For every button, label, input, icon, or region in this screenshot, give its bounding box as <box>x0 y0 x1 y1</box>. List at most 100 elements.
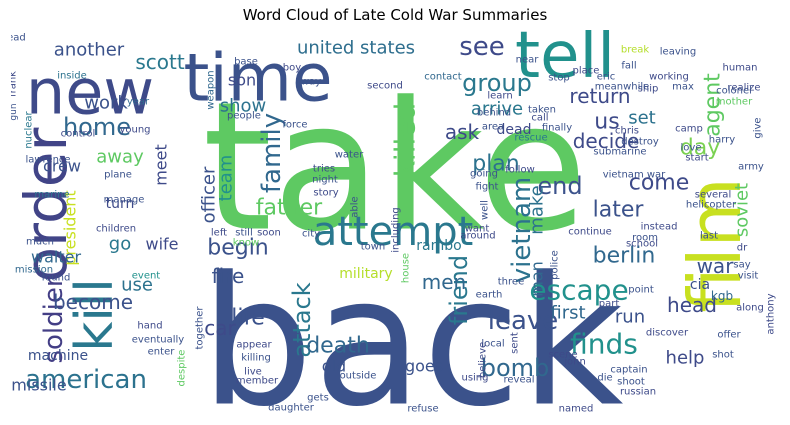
word-anthony: anthony <box>766 293 777 334</box>
word-local: local <box>481 339 504 350</box>
word-hand: hand <box>137 321 162 332</box>
word-scott: scott <box>135 50 184 74</box>
word-enter: enter <box>148 347 176 358</box>
word-plane: plane <box>104 170 132 181</box>
word-along: along <box>736 303 764 314</box>
word-meanwhile: meanwhile <box>595 82 650 93</box>
word-die: die <box>597 373 612 384</box>
word-escape: escape <box>529 274 628 307</box>
word-max: max <box>672 82 694 93</box>
word-control: control <box>61 129 96 140</box>
word-live: live <box>244 367 262 378</box>
word-realize: realize <box>727 83 760 94</box>
word-men: men <box>422 270 466 294</box>
word-plan: plan <box>472 152 520 177</box>
word-see: see <box>459 32 505 62</box>
word-found: found <box>42 273 71 284</box>
word-attack: attack <box>288 282 316 357</box>
word-run: run <box>615 307 645 328</box>
word-friend: friend <box>445 255 473 325</box>
word-lawrence: lawrence <box>25 155 70 166</box>
word-city: city <box>302 229 320 240</box>
word-killing: killing <box>241 353 271 364</box>
word-president: president <box>61 190 80 265</box>
word-nuclear: nuclear <box>24 110 35 148</box>
word-john: john <box>563 357 586 368</box>
word-berlin: berlin <box>593 244 656 269</box>
word-camp: camp <box>675 124 703 135</box>
word-fire: fire <box>212 264 245 288</box>
word-gun: gun <box>11 103 19 120</box>
word-order: order <box>12 128 80 283</box>
word-using: using <box>461 373 488 384</box>
word-place: place <box>573 66 600 77</box>
word-able: able <box>350 196 361 217</box>
word-much: much <box>26 237 54 248</box>
word-police: police <box>550 250 561 280</box>
word-car: car <box>204 316 236 340</box>
word-sent: sent <box>510 332 521 354</box>
word-start: start <box>685 153 708 164</box>
word-scene: scene <box>548 350 577 361</box>
word-area: area <box>482 122 504 133</box>
word-love: love <box>681 143 702 154</box>
word-weapon: weapon <box>206 70 217 109</box>
word-tell: tell <box>515 30 615 93</box>
word-use: use <box>121 275 153 296</box>
word-gets: gets <box>307 393 329 404</box>
word-first: first <box>550 303 585 324</box>
word-begin: begin <box>207 236 269 261</box>
word-attempt: attempt <box>313 209 474 255</box>
word-rescue: rescue <box>514 133 547 144</box>
word-behind: behind <box>477 108 511 119</box>
word-appear: appear <box>236 340 272 351</box>
word-room: room <box>632 233 658 244</box>
word-man: man <box>528 261 547 297</box>
word-house: house <box>401 253 412 283</box>
word-turn: turn <box>106 196 135 212</box>
word-ask: ask <box>445 120 480 144</box>
word-force: force <box>282 120 307 131</box>
word-base: base <box>234 57 258 68</box>
word-become: become <box>53 290 133 314</box>
word-several: several <box>695 190 731 201</box>
chart-title: Word Cloud of Late Cold War Summaries <box>242 6 548 24</box>
word-day: day <box>680 136 720 161</box>
word-us: us <box>594 110 619 135</box>
word-cia: cia <box>690 277 710 293</box>
word-around: around <box>460 231 495 242</box>
word-mother: mother <box>716 97 753 108</box>
word-make: make <box>527 185 548 234</box>
word-bomb: bomb <box>481 354 550 382</box>
word-death: death <box>306 334 370 359</box>
word-shoot: shoot <box>617 377 645 388</box>
word-harry: harry <box>709 135 736 146</box>
word-come: come <box>629 171 690 196</box>
word-russian: russian <box>620 387 656 398</box>
word-life: life <box>231 306 265 331</box>
word-agent: agent <box>701 73 726 137</box>
word-point: point <box>628 285 654 296</box>
word-rambo: rambo <box>416 238 461 254</box>
word-go: go <box>109 234 131 255</box>
word-event: event <box>132 271 161 282</box>
word-machine: machine <box>28 348 88 364</box>
word-wife: wife <box>145 235 178 254</box>
word-vietnam-war: vietnam war <box>603 170 666 181</box>
word-crew: crew <box>43 157 81 176</box>
word-break: break <box>621 45 650 56</box>
word-kill: kill <box>65 278 125 351</box>
word-work: work <box>84 93 128 114</box>
word-arrive: arrive <box>471 99 523 120</box>
word-earth: earth <box>476 290 503 301</box>
word-working: working <box>649 72 689 83</box>
word-give: give <box>753 117 764 138</box>
word-named: named <box>559 404 594 415</box>
word-discover: discover <box>646 328 689 339</box>
word-follow: follow <box>505 165 535 176</box>
word-night: night <box>312 175 338 186</box>
word-missile: missile <box>11 376 66 395</box>
word-end: end <box>537 172 582 200</box>
word-say: say <box>733 260 750 271</box>
word-human: human <box>723 63 758 74</box>
